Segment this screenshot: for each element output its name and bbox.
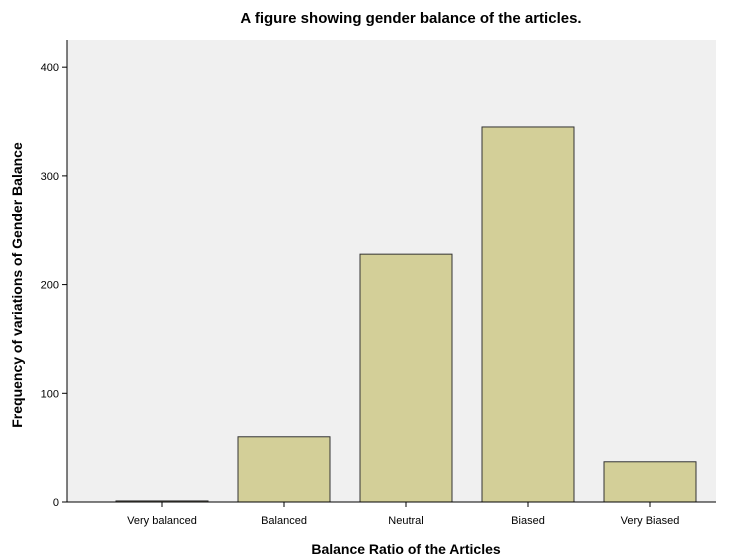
y-tick-label: 200 bbox=[41, 280, 59, 292]
y-axis-ticks: 0 100 200 300 400 bbox=[41, 62, 67, 509]
y-tick-label: 400 bbox=[41, 62, 59, 74]
bars-group bbox=[115, 126, 697, 503]
x-axis-tick-labels: Very balanced Balanced Neutral Biased Very B… bbox=[127, 502, 679, 527]
y-tick-label: 0 bbox=[53, 497, 59, 509]
x-tick-label: Very balanced bbox=[127, 515, 197, 527]
x-tick-label: Very Biased bbox=[621, 515, 680, 527]
x-axis-label: Balance Ratio of the Articles bbox=[311, 541, 501, 557]
x-tick-label: Biased bbox=[511, 515, 545, 527]
bar-balanced bbox=[237, 436, 331, 503]
y-tick-label: 300 bbox=[41, 171, 59, 183]
bar-very-biased bbox=[603, 461, 697, 503]
bar-biased bbox=[481, 126, 575, 503]
chart-title: A figure showing gender balance of the a… bbox=[240, 10, 581, 27]
x-tick-label: Balanced bbox=[261, 515, 307, 527]
y-tick-label: 100 bbox=[41, 388, 59, 400]
bar-neutral bbox=[359, 253, 453, 503]
x-tick-label: Neutral bbox=[388, 515, 423, 527]
y-axis-label: Frequency of variations of Gender Balanc… bbox=[9, 142, 25, 428]
